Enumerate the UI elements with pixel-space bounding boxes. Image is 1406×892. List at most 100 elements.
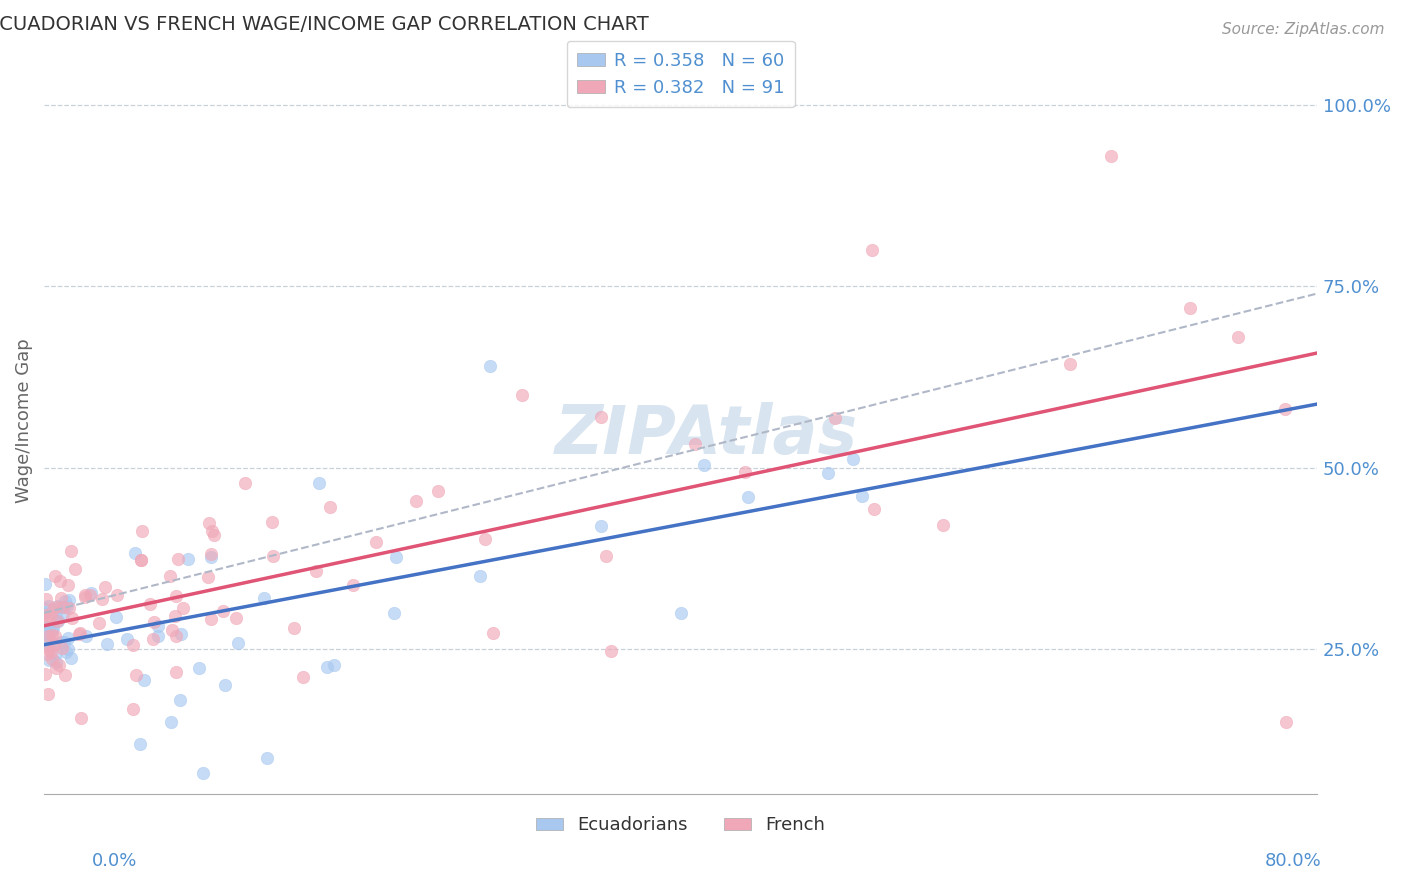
Point (166, 552, 188, 566)
Point (42, 621, 65, 635)
Point (669, 606, 692, 620)
Point (225, 611, 247, 625)
Point (132, 673, 155, 687)
Point (94, 580, 117, 594)
Point (198, 516, 221, 530)
Point (41, 628, 63, 642)
Point (591, 518, 613, 533)
Point (382, 606, 405, 620)
Point (262, 549, 284, 563)
Point (44, 568, 66, 582)
Point (292, 670, 315, 684)
Point (226, 636, 249, 650)
Point (474, 532, 496, 546)
Point (125, 667, 148, 681)
Point (38, 629, 60, 643)
Text: ECUADORIAN VS FRENCH WAGE/INCOME GAP CORRELATION CHART: ECUADORIAN VS FRENCH WAGE/INCOME GAP COR… (0, 15, 648, 34)
Point (79, 588, 101, 602)
Point (37, 599, 59, 614)
Point (165, 665, 187, 679)
Point (34, 667, 56, 681)
Point (73, 588, 96, 602)
Point (42, 639, 65, 653)
Point (212, 604, 235, 618)
Point (49, 634, 72, 648)
Point (55, 667, 77, 681)
Point (595, 549, 617, 563)
Point (52, 635, 75, 649)
Point (169, 692, 191, 706)
Point (342, 578, 364, 592)
Point (256, 751, 278, 765)
Text: 0.0%: 0.0% (91, 852, 136, 870)
Point (197, 570, 219, 584)
Point (56, 641, 79, 656)
Point (60, 544, 83, 558)
Point (817, 467, 839, 481)
Point (56, 631, 79, 645)
Point (53, 594, 76, 608)
Point (470, 569, 492, 583)
Point (124, 546, 146, 560)
Point (35, 625, 58, 640)
Point (260, 515, 283, 529)
Point (863, 501, 886, 516)
Point (683, 437, 706, 451)
Point (49, 600, 72, 615)
Point (60, 611, 83, 625)
Point (41, 645, 63, 659)
Point (56, 599, 79, 613)
Point (121, 639, 143, 653)
Point (932, 518, 955, 533)
Point (1059, 357, 1081, 371)
Point (34, 577, 56, 591)
Point (45, 661, 67, 675)
Point (39, 609, 62, 624)
Point (34, 620, 56, 634)
Point (34, 635, 56, 649)
Point (172, 600, 194, 615)
Point (316, 660, 339, 674)
Point (63, 562, 86, 576)
Point (35, 592, 58, 607)
Point (202, 527, 225, 541)
Point (860, 243, 883, 257)
Point (91, 591, 114, 606)
Point (319, 500, 342, 514)
Point (591, 409, 613, 424)
Point (44, 600, 66, 615)
Point (45, 610, 67, 624)
Point (37, 629, 59, 643)
Point (283, 621, 305, 635)
Point (58, 601, 80, 615)
Point (131, 552, 153, 566)
Point (737, 491, 759, 505)
Point (129, 553, 152, 567)
Point (323, 657, 346, 672)
Point (38, 642, 60, 657)
Point (308, 475, 330, 490)
Point (188, 661, 211, 675)
Point (131, 524, 153, 538)
Point (41, 624, 63, 638)
Point (32, 607, 55, 622)
Point (58, 592, 80, 607)
Point (128, 737, 150, 751)
Point (159, 568, 181, 582)
Point (32, 606, 55, 620)
Text: 80.0%: 80.0% (1265, 852, 1322, 870)
Point (200, 550, 222, 565)
Point (146, 619, 169, 633)
Point (51, 607, 73, 621)
Point (80, 585, 103, 599)
Point (52, 599, 75, 614)
Point (121, 702, 143, 716)
Point (1226, 330, 1249, 344)
Point (69, 711, 91, 725)
Point (75, 590, 97, 604)
Point (37, 647, 59, 661)
Point (104, 609, 127, 624)
Point (1274, 714, 1296, 729)
Point (52, 600, 75, 615)
Point (200, 612, 222, 626)
